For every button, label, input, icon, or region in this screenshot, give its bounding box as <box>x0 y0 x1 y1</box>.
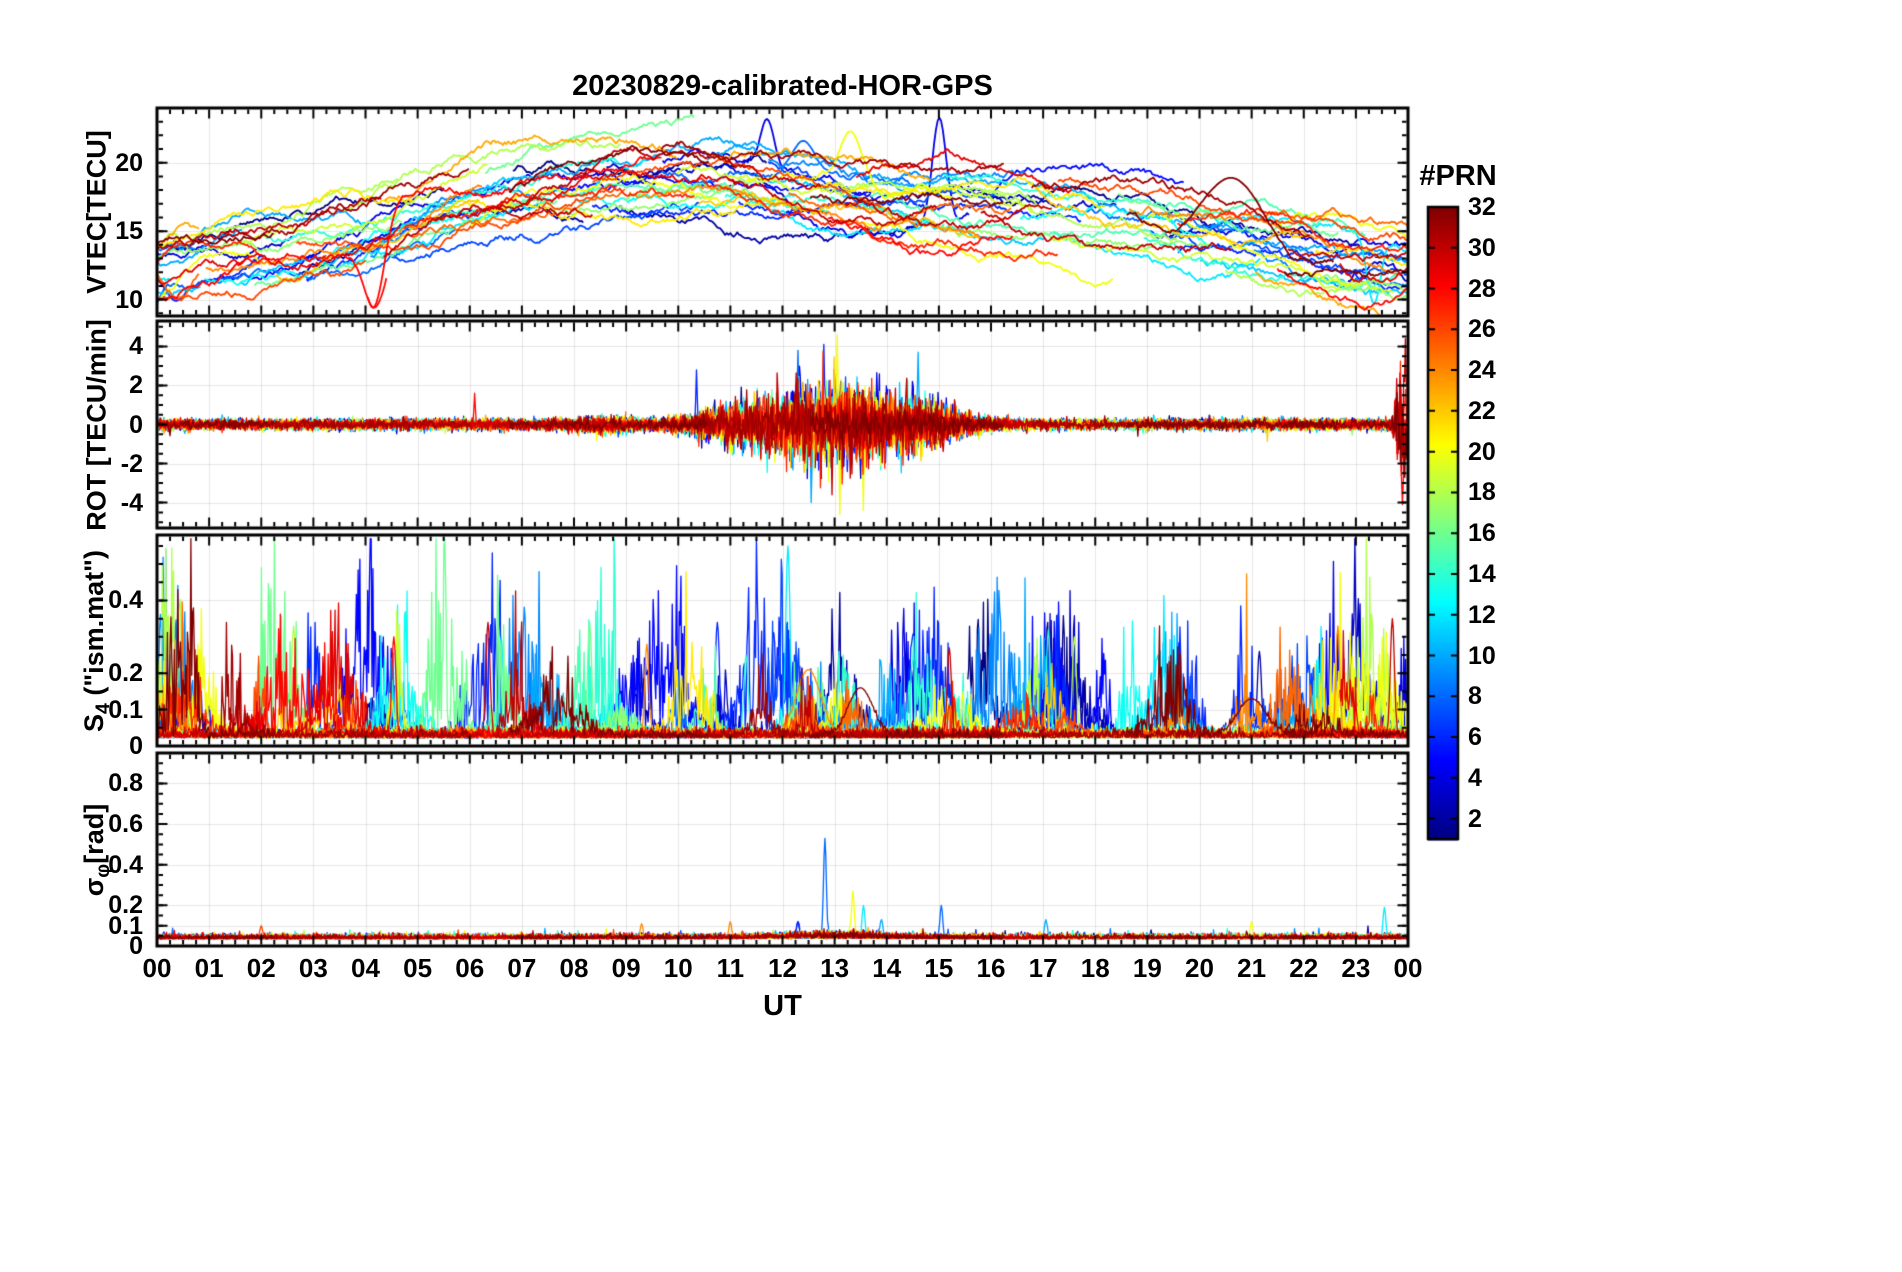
x-tick-label: 01 <box>194 953 224 983</box>
x-tick-label: 22 <box>1289 953 1319 983</box>
sigma_phi-axis-label: σφ[rad] <box>79 803 115 895</box>
x-tick-label: 07 <box>507 953 537 983</box>
y-tick-label: 0.1 <box>108 911 143 940</box>
x-tick-label: 12 <box>768 953 797 983</box>
x-tick-label: 13 <box>820 953 850 983</box>
colorbar-tick-label: 22 <box>1468 396 1496 425</box>
x-tick-label: 16 <box>976 953 1006 983</box>
colorbar-tick-label: 4 <box>1468 763 1482 792</box>
colorbar-tick-label: 20 <box>1468 437 1496 466</box>
axis-label-part: ("ism.mat") <box>78 549 109 703</box>
colorbar-tick-label: 12 <box>1468 600 1496 629</box>
x-tick-label: 23 <box>1341 953 1371 983</box>
axis-label-part: VTEC[TECU] <box>81 130 112 294</box>
x-tick-label: 00 <box>1393 953 1423 983</box>
axis-label-part: [rad] <box>78 803 109 864</box>
y-tick-label: 0.2 <box>108 659 143 688</box>
y-tick-label: 0 <box>129 932 143 960</box>
x-tick-label: 09 <box>611 953 641 983</box>
colorbar-tick-label: 2 <box>1468 804 1482 833</box>
x-tick-label: 06 <box>455 953 485 983</box>
axis-label-part: ROT [TECU/min] <box>81 318 112 531</box>
axis-label-part: S <box>78 713 109 732</box>
y-tick-label: 2 <box>129 371 143 400</box>
x-tick-label: 10 <box>663 953 693 983</box>
s4-axis-label: S4 ("ism.mat") <box>79 550 115 732</box>
y-tick-label: 20 <box>115 148 143 177</box>
colorbar-tick-label: 24 <box>1468 356 1496 385</box>
colorbar-tick-label: 28 <box>1468 274 1496 303</box>
axis-label-part: 4 <box>92 702 115 714</box>
x-tick-label: 11 <box>716 953 745 983</box>
rot-axis-label: ROT [TECU/min] <box>82 319 113 530</box>
y-tick-label: 0.4 <box>108 586 143 615</box>
y-tick-label: 0 <box>129 410 143 439</box>
y-tick-label: -4 <box>120 488 143 517</box>
colorbar-tick-label: 32 <box>1468 193 1496 221</box>
x-tick-label: 04 <box>351 953 380 983</box>
colorbar-tick-label: 8 <box>1468 682 1482 711</box>
y-tick-label: 15 <box>115 217 143 246</box>
colorbar-tick-label: 30 <box>1468 233 1496 262</box>
chart-title: 20230829-calibrated-HOR-GPS <box>572 70 993 102</box>
colorbar-tick-label: 6 <box>1468 723 1482 752</box>
axis-label-part: σ <box>78 877 109 896</box>
colorbar-title: #PRN <box>1419 160 1497 192</box>
y-tick-label: 0.4 <box>108 850 143 879</box>
y-tick-label: 0 <box>129 732 143 760</box>
y-tick-label: -2 <box>120 449 143 478</box>
x-axis-title: UT <box>763 990 802 1022</box>
x-tick-label: 08 <box>559 953 589 983</box>
y-tick-label: 10 <box>115 285 143 314</box>
x-tick-label: 02 <box>246 953 276 983</box>
y-tick-label: 0.2 <box>108 891 143 920</box>
y-tick-label: 4 <box>129 332 143 361</box>
colorbar-tick-label: 16 <box>1468 519 1496 548</box>
x-tick-label: 21 <box>1237 953 1267 983</box>
colorbar-tick-label: 14 <box>1468 559 1496 588</box>
axis-label-part: φ <box>92 863 115 878</box>
x-tick-label: 03 <box>298 953 328 983</box>
x-tick-label: 14 <box>872 953 902 983</box>
x-tick-label: 15 <box>924 953 954 983</box>
x-tick-label: 20 <box>1185 953 1214 983</box>
colorbar-tick-label: 18 <box>1468 478 1496 507</box>
x-tick-label: 17 <box>1028 953 1058 983</box>
colorbar-tick-label: 26 <box>1468 315 1496 344</box>
x-tick-label: 18 <box>1080 953 1110 983</box>
y-tick-label: 0.6 <box>108 810 143 839</box>
y-tick-label: 0.8 <box>108 769 143 798</box>
vtec-axis-label: VTEC[TECU] <box>82 130 113 294</box>
x-tick-label: 05 <box>403 953 433 983</box>
x-tick-label: 00 <box>142 953 172 983</box>
x-tick-label: 19 <box>1132 953 1162 983</box>
colorbar-tick-label: 10 <box>1468 641 1496 670</box>
y-tick-label: 0.1 <box>108 695 143 724</box>
